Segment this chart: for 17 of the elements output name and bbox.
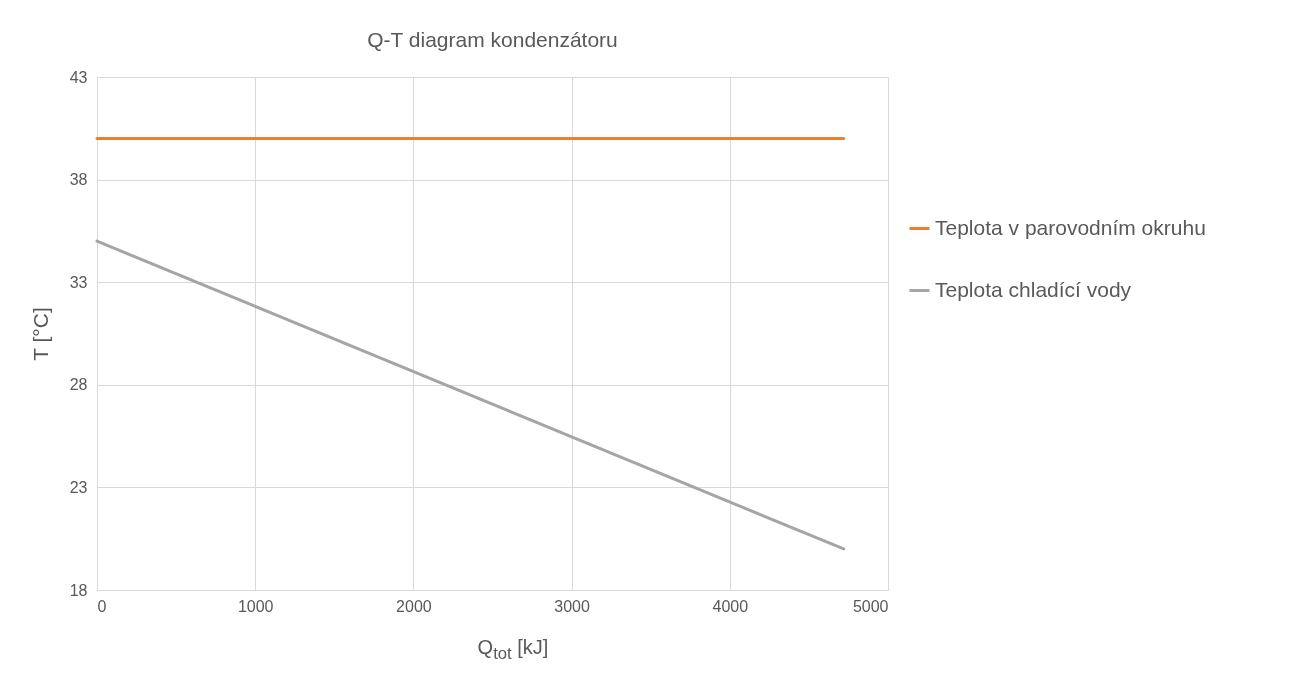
x-tick-label: 2000	[396, 597, 432, 615]
y-tick-label: 38	[69, 171, 88, 189]
y-tick-label: 23	[69, 478, 88, 496]
x-tick-label: 3000	[554, 597, 590, 615]
y-axis-title: T [°C]	[28, 307, 52, 361]
x-tick-label: 5000	[852, 597, 889, 615]
legend-label: Teplota v parovodním okruhu	[935, 215, 1206, 239]
y-tick-label: 28	[69, 376, 88, 394]
x-tick-label: 0	[97, 597, 107, 615]
x-tick-label: 4000	[712, 597, 749, 615]
x-axis-title: Q$_{tot}$ [kJ]	[476, 636, 550, 664]
y-tick-label: 33	[69, 273, 88, 291]
y-tick-label: 43	[69, 68, 88, 86]
y-tick-label: 18	[69, 581, 88, 599]
legend-label: Teplota chladící vody	[935, 277, 1132, 301]
x-tick-label: 1000	[237, 597, 274, 615]
chart-title: Q-T diagram kondenzátoru	[367, 28, 618, 51]
